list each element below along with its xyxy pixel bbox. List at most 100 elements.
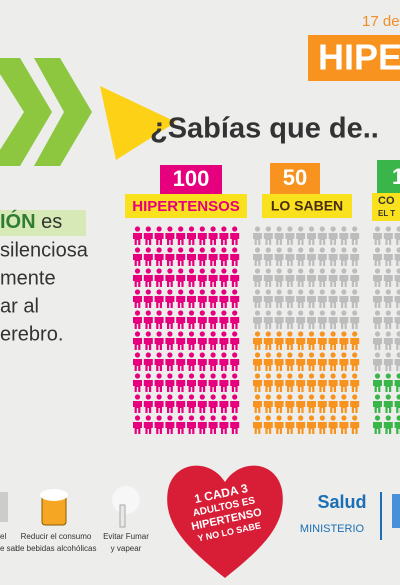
person-icon — [317, 289, 327, 308]
person-icon — [165, 310, 175, 329]
person-icon — [372, 310, 382, 329]
triangle — [100, 86, 176, 160]
person-icon — [394, 310, 400, 329]
person-icon — [274, 352, 284, 371]
person-icon — [394, 289, 400, 308]
person-icon — [306, 331, 316, 350]
left-text: ar al — [0, 295, 39, 317]
person-icon — [143, 415, 153, 434]
person-icon — [372, 394, 382, 413]
person-icon — [187, 394, 196, 413]
person-icon — [143, 394, 153, 413]
person-icon — [197, 247, 207, 266]
label-box — [372, 193, 400, 221]
person-icon — [339, 373, 349, 392]
person-icon — [372, 373, 382, 392]
person-icon — [383, 268, 393, 287]
person-icon — [176, 247, 186, 266]
person-icon — [274, 415, 284, 434]
count-box — [160, 165, 222, 194]
tip-text: de bebidas alcohólicas — [16, 544, 97, 553]
person-icon — [285, 331, 295, 350]
person-icon — [252, 373, 262, 392]
person-icon — [133, 373, 142, 392]
person-icon — [350, 247, 360, 266]
chevron — [34, 58, 92, 166]
person-icon — [263, 247, 273, 266]
person-icon — [394, 331, 400, 350]
logo-mark — [392, 494, 400, 528]
person-icon — [143, 331, 153, 350]
person-icon — [285, 352, 295, 371]
person-icon — [133, 247, 142, 266]
person-icon — [230, 247, 240, 266]
person-icon — [317, 310, 327, 329]
person-icon — [383, 352, 393, 371]
person-icon — [306, 415, 316, 434]
person-icon — [165, 415, 175, 434]
person-icon — [328, 247, 338, 266]
tip-text: y vapear — [111, 544, 142, 553]
label-box — [125, 194, 247, 218]
person-icon — [252, 226, 262, 245]
person-icon — [197, 415, 207, 434]
person-icon — [187, 310, 196, 329]
person-icon — [339, 289, 349, 308]
label-box — [262, 194, 352, 218]
left-text: IÓN es — [0, 209, 62, 233]
person-icon — [133, 394, 142, 413]
group-label: CO — [378, 195, 395, 207]
person-icon — [306, 247, 316, 266]
tip-icon — [119, 504, 126, 528]
person-icon — [252, 415, 262, 434]
tip-icon — [0, 492, 8, 522]
person-icon — [165, 373, 175, 392]
count-box — [377, 160, 400, 193]
person-icon — [219, 268, 229, 287]
person-icon — [154, 289, 164, 308]
person-icon — [219, 289, 229, 308]
person-icon — [317, 394, 327, 413]
person-icon — [274, 268, 284, 287]
person-icon — [394, 247, 400, 266]
person-icon — [328, 289, 338, 308]
person-icon — [394, 268, 400, 287]
person-icon — [372, 352, 382, 371]
person-icon — [350, 331, 360, 350]
person-icon — [328, 268, 338, 287]
person-icon — [394, 394, 400, 413]
group-label: LO SABEN — [271, 198, 343, 214]
person-icon — [187, 226, 196, 245]
person-icon — [143, 373, 153, 392]
person-icon — [208, 247, 218, 266]
person-icon — [208, 226, 218, 245]
person-icon — [296, 289, 306, 308]
person-icon — [328, 331, 338, 350]
person-icon — [274, 289, 284, 308]
person-icon — [143, 247, 153, 266]
person-icon — [339, 268, 349, 287]
person-icon — [133, 415, 142, 434]
person-icon — [274, 310, 284, 329]
person-icon — [296, 373, 306, 392]
person-icon — [176, 373, 186, 392]
person-icon — [230, 268, 240, 287]
person-icon — [219, 373, 229, 392]
person-icon — [219, 394, 229, 413]
group-label: HIPERTENSOS — [132, 198, 240, 215]
person-icon — [350, 289, 360, 308]
left-text: mente — [0, 267, 56, 289]
tip-text: Reducir el consumo — [21, 532, 92, 541]
person-icon — [230, 415, 240, 434]
person-icon — [263, 352, 273, 371]
person-icon — [274, 394, 284, 413]
person-icon — [383, 310, 393, 329]
person-icon — [197, 331, 207, 350]
person-icon — [133, 352, 142, 371]
person-icon — [187, 289, 196, 308]
person-icon — [306, 226, 316, 245]
person-icon — [208, 310, 218, 329]
tip-icon — [40, 489, 68, 501]
person-icon — [372, 226, 382, 245]
person-icon — [372, 289, 382, 308]
